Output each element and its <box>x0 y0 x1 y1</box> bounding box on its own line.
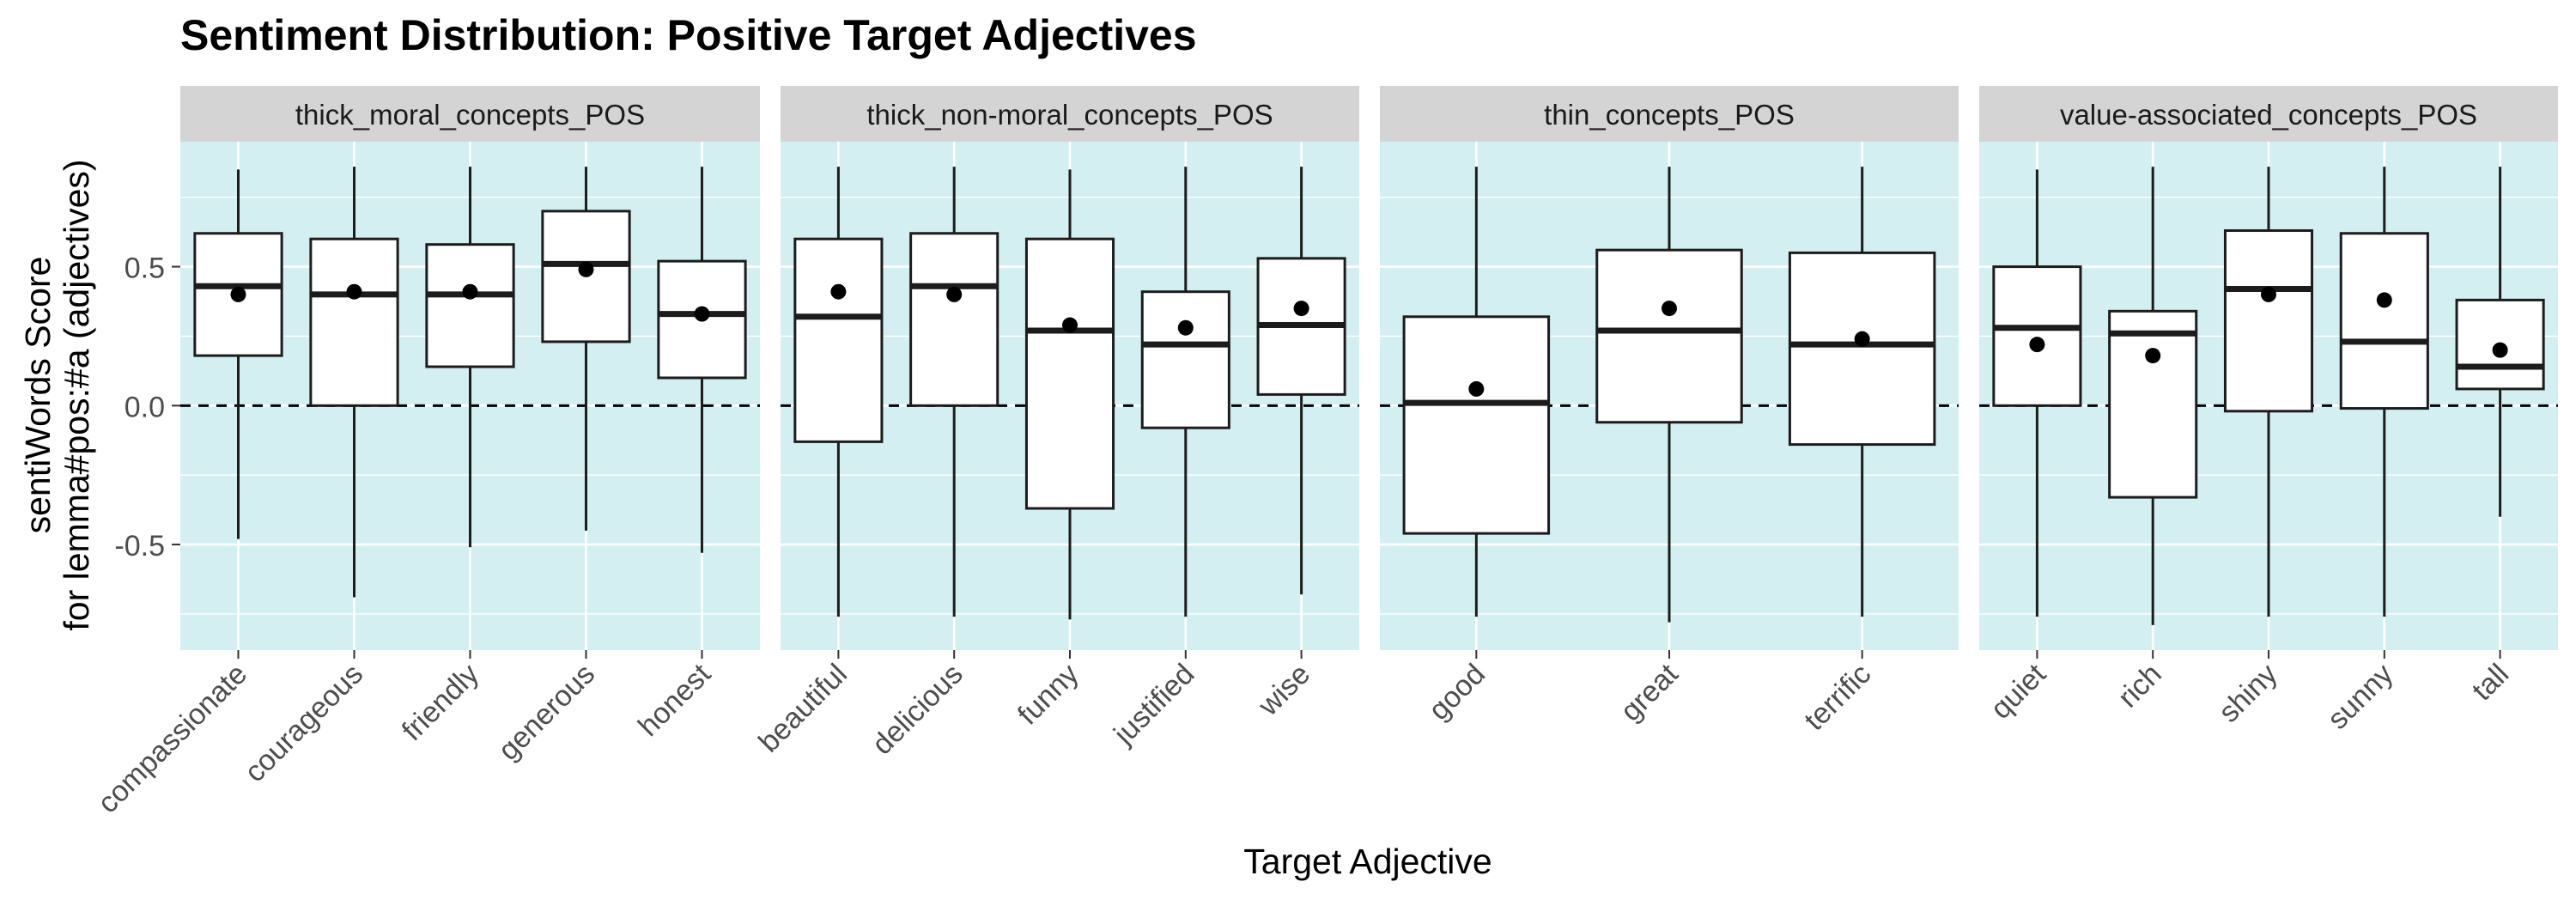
x-tick-label: courageous <box>239 658 370 789</box>
facet-panel: thick_non-moral_concepts_POS beautiful del… <box>752 86 1359 761</box>
mean-point <box>346 283 362 300</box>
x-tick-label: honest <box>632 657 717 742</box>
boxplot-honest <box>657 167 747 553</box>
boxplot-terrific <box>1788 167 1936 617</box>
mean-point <box>830 283 847 300</box>
y-axis-title-line-2: for lemma#pos:#a (adjectives) <box>57 159 96 630</box>
boxplot-friendly <box>425 167 515 548</box>
x-tick-label: terrific <box>1798 658 1877 737</box>
mean-point <box>1062 317 1078 333</box>
boxplot-funny <box>1024 169 1115 620</box>
box <box>1595 248 1743 424</box>
box <box>793 237 884 443</box>
y-axis-title-line-1: sentiWords Score <box>18 257 58 534</box>
mean-point <box>1662 301 1677 317</box>
y-tick-label: 0.0 <box>125 391 165 423</box>
boxplot-beautiful <box>793 167 884 617</box>
facet-strip-label: thin_concepts_POS <box>1544 99 1795 131</box>
mean-point <box>1177 319 1194 336</box>
boxplot-delicious <box>909 167 999 617</box>
box <box>309 237 399 407</box>
box <box>541 210 631 344</box>
y-tick-label: -0.5 <box>114 530 165 562</box>
x-tick-label: shiny <box>2213 658 2284 729</box>
mean-point <box>2145 348 2161 364</box>
mean-point <box>2261 286 2276 302</box>
facet-strip-label: thick_moral_concepts_POS <box>295 99 645 131</box>
x-tick-label: tall <box>2466 658 2516 708</box>
y-tick-label: 0.5 <box>125 252 165 285</box>
boxplot-sunny <box>2339 167 2429 617</box>
x-tick-label: delicious <box>866 658 969 761</box>
facet-strip-label: value-associated_concepts_POS <box>2060 99 2477 131</box>
x-tick-label: generous <box>492 658 601 767</box>
box <box>1992 265 2082 407</box>
facet-strip <box>1979 86 2558 142</box>
mean-point <box>1293 301 1309 317</box>
x-tick-label: great <box>1614 657 1685 727</box>
mean-point <box>462 283 478 300</box>
box <box>1024 237 1115 510</box>
box <box>909 232 999 407</box>
mean-point <box>694 306 710 322</box>
box <box>1140 290 1230 429</box>
facet-panel: thick_moral_concepts_POS compassionatecou… <box>92 86 760 819</box>
box <box>2339 232 2429 410</box>
boxplot-tall <box>2455 167 2545 517</box>
boxplot-compassionate <box>193 169 283 539</box>
facet-strip-label: thick_non-moral_concepts_POS <box>866 99 1273 131</box>
facet-strip <box>180 86 760 142</box>
x-tick-label: quiet <box>1984 657 2052 725</box>
mean-point <box>2029 337 2045 353</box>
box <box>425 243 515 368</box>
mean-point <box>2492 342 2508 358</box>
box <box>2108 309 2198 499</box>
facet-strip <box>1380 86 1959 142</box>
mean-point <box>946 286 963 302</box>
x-tick-label: funny <box>1012 658 1085 732</box>
chart-title: Sentiment Distribution: Positive Target … <box>180 11 1197 59</box>
x-axis-title: Target Adjective <box>1243 842 1492 881</box>
mean-point <box>230 286 246 302</box>
boxplot-good <box>1402 167 1551 617</box>
x-tick-label: friendly <box>396 658 485 747</box>
y-axis: -0.5 0.0 0.5 <box>114 252 180 562</box>
facets: thick_moral_concepts_POS compassionatecou… <box>92 86 2558 819</box>
facet-strip <box>781 86 1359 142</box>
box <box>1402 315 1551 535</box>
boxplot-generous <box>541 167 631 531</box>
mean-point <box>1854 331 1870 347</box>
mean-point <box>2376 292 2392 308</box>
x-tick-label: beautiful <box>752 658 854 759</box>
boxplot-justified <box>1140 167 1230 617</box>
y-axis-title: sentiWords Score for lemma#pos:#a (adjec… <box>18 159 96 630</box>
mean-point <box>1468 380 1485 397</box>
x-tick-label: sunny <box>2321 658 2399 736</box>
x-tick-label: good <box>1423 658 1492 727</box>
boxplot-shiny <box>2223 167 2314 617</box>
x-tick-label: rich <box>2111 658 2168 714</box>
box <box>2223 229 2314 413</box>
boxplot-great <box>1595 167 1743 623</box>
x-tick-label: compassionate <box>92 658 254 820</box>
x-tick-label: wise <box>1252 658 1317 723</box>
boxplot-rich <box>2108 167 2198 625</box>
x-tick-label: justified <box>1107 658 1200 751</box>
boxplot-quiet <box>1992 169 2082 617</box>
boxplot-wise <box>1256 167 1346 595</box>
box <box>1788 251 1936 447</box>
mean-point <box>578 261 594 277</box>
boxplot-courageous <box>309 167 399 598</box>
